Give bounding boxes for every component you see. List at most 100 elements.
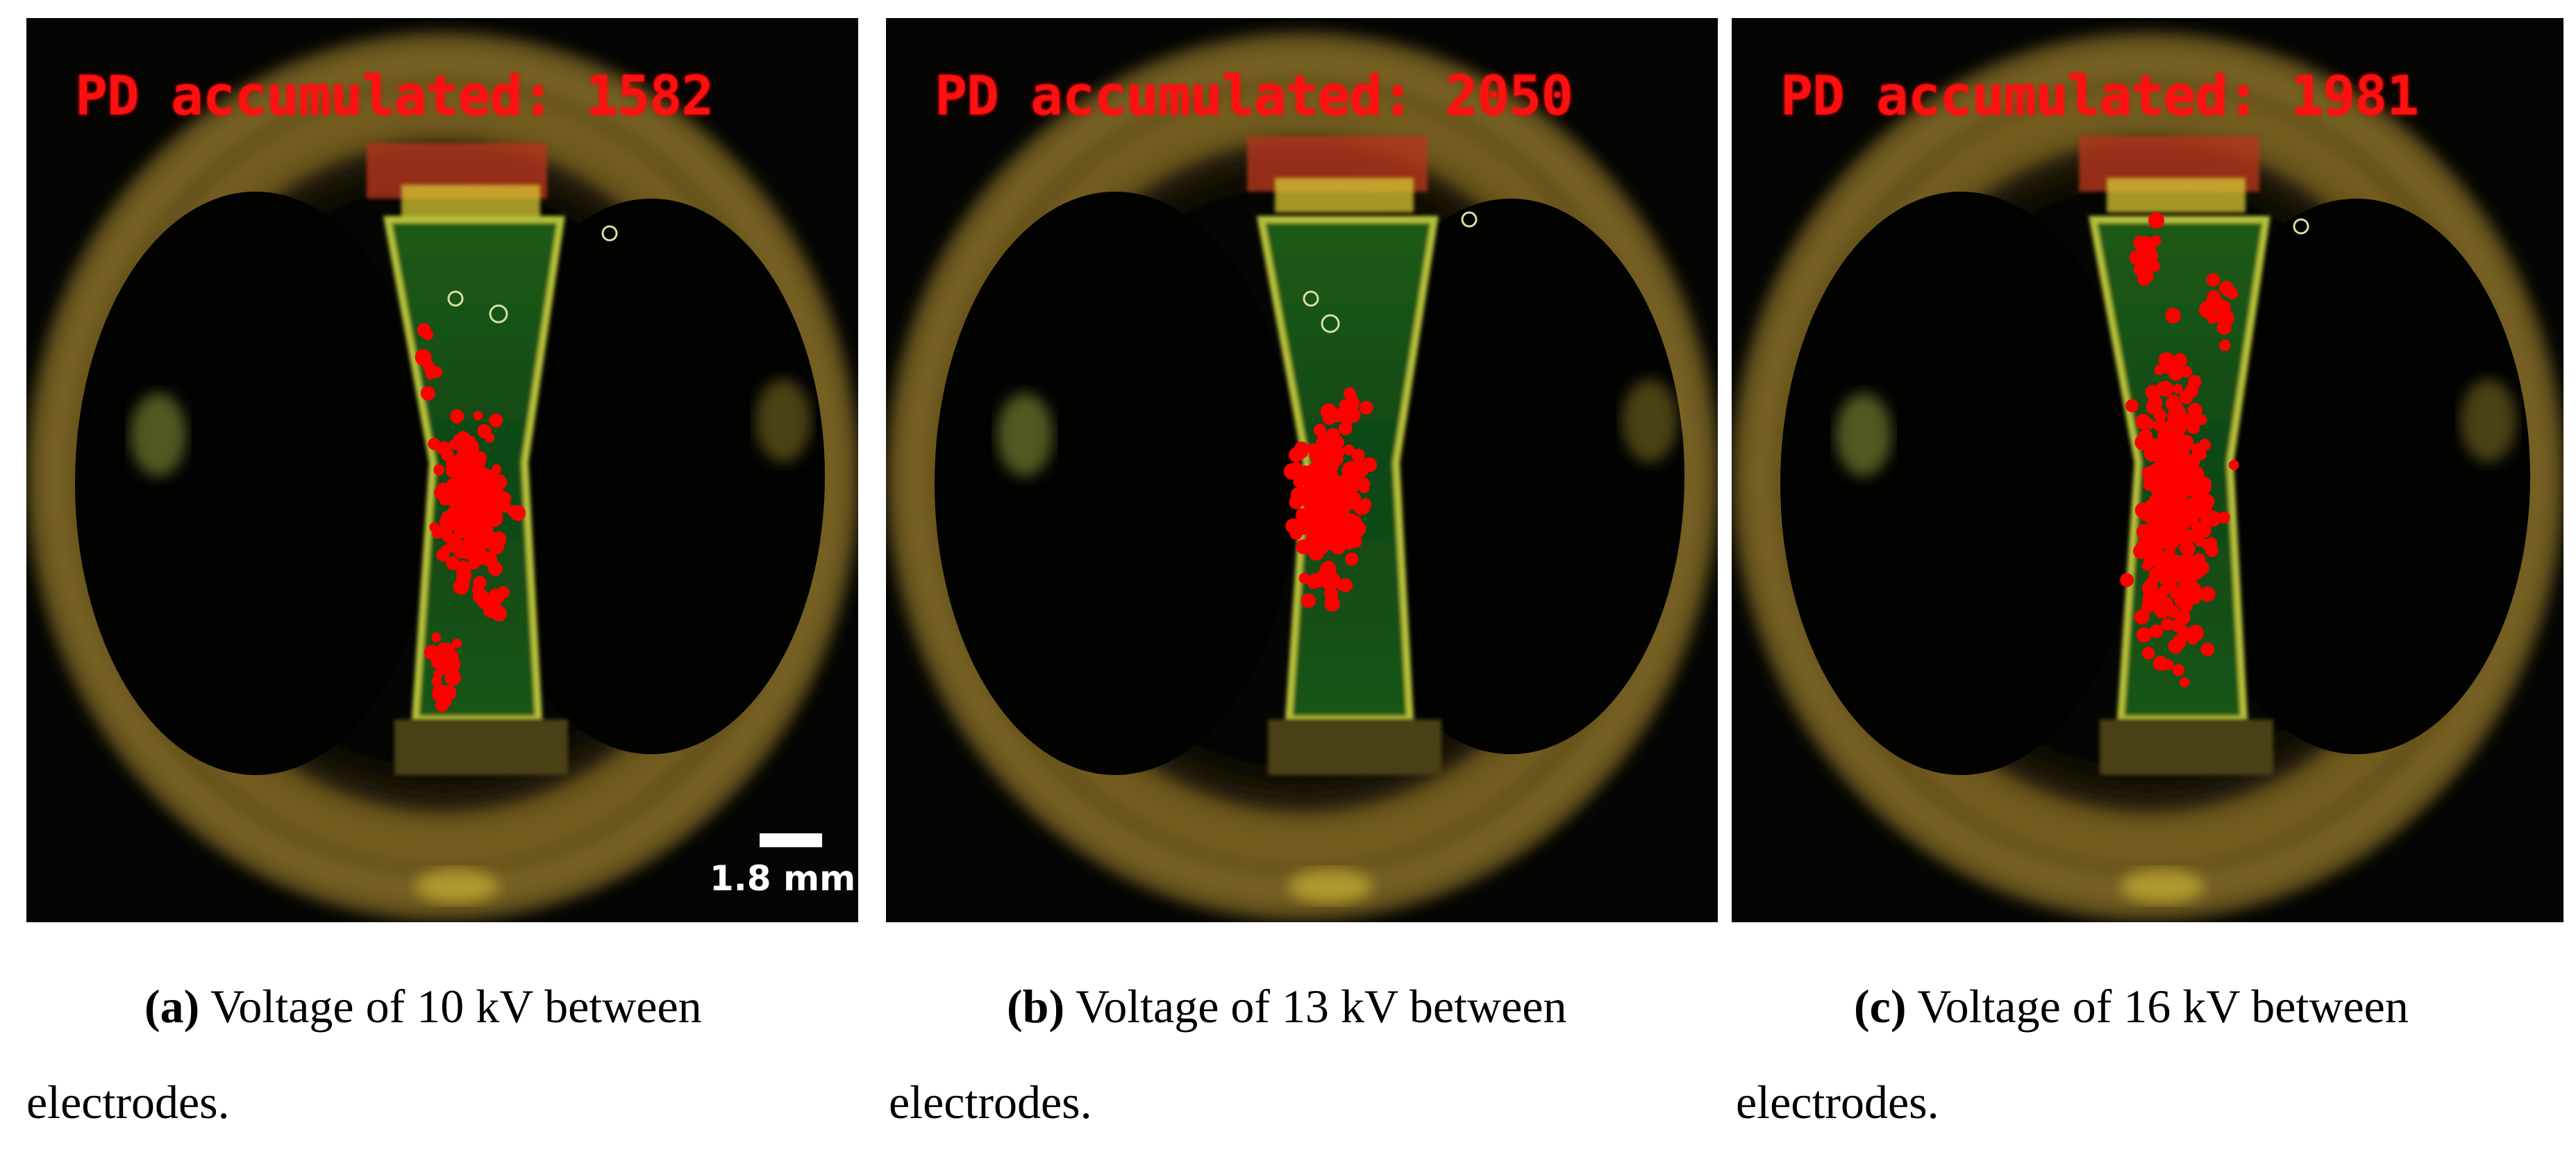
pd-marker [435, 698, 449, 712]
pd-marker [1300, 593, 1316, 608]
pd-marker [1283, 463, 1300, 480]
pd-marker [2179, 542, 2189, 553]
caption-text: Voltage of 13 kV between [1075, 980, 1567, 1033]
pd-marker [458, 497, 469, 508]
pd-marker [2168, 360, 2184, 377]
pd-marker [2200, 586, 2216, 602]
pd-marker [1324, 595, 1340, 612]
scale-bar [760, 833, 822, 847]
pd-marker [2142, 647, 2155, 660]
caption-text-line2: electrodes. [26, 1076, 230, 1128]
pd-marker [2180, 481, 2193, 494]
pd-marker [430, 653, 443, 666]
pd-marker [483, 601, 500, 618]
pd-marker [1289, 524, 1300, 535]
pd-marker [474, 503, 488, 518]
pd-marker [2125, 399, 2139, 412]
pd-marker [2142, 580, 2159, 597]
pd-marker [431, 676, 442, 687]
pd-marker [1359, 401, 1373, 415]
pd-marker [2176, 590, 2187, 601]
pd-marker [2136, 627, 2152, 643]
pd-marker [449, 658, 460, 669]
pd-marker [429, 522, 440, 533]
pd-marker [1338, 421, 1353, 435]
caption-a: (a) Voltage of 10 kV between electrodes. [26, 958, 853, 1150]
electrode-photo-a [26, 32, 858, 921]
pd-marker [2199, 519, 2210, 531]
pd-marker [439, 515, 453, 530]
pd-marker [2162, 436, 2177, 451]
pd-marker [2155, 527, 2171, 542]
pd-marker [1323, 560, 1335, 572]
pd-marker [2157, 427, 2171, 440]
pd-marker [2144, 499, 2158, 513]
pd-marker [1344, 476, 1359, 491]
pd-marker [1305, 495, 1321, 511]
pd-marker [453, 522, 471, 539]
pd-marker [464, 440, 480, 456]
pd-marker [1298, 508, 1311, 520]
pd-marker [2134, 609, 2150, 625]
pd-marker [1344, 540, 1355, 550]
pd-marker [1289, 494, 1303, 507]
pd-marker [2154, 365, 2164, 376]
pd-marker [1351, 449, 1365, 462]
pd-marker [458, 487, 470, 499]
pd-marker [433, 464, 445, 476]
pd-marker [1356, 477, 1371, 492]
pd-marker [2194, 536, 2205, 547]
scale-bar-label: 1.8 mm [710, 858, 856, 899]
pd-marker [2198, 301, 2216, 319]
pd-marker [2148, 260, 2161, 272]
pd-marker [2162, 659, 2174, 671]
caption-text: Voltage of 16 kV between [1917, 980, 2409, 1033]
pd-marker [2190, 467, 2205, 482]
pd-marker [2165, 308, 2181, 324]
pd-marker [1328, 444, 1345, 461]
pd-marker [1319, 513, 1329, 524]
pd-marker [2165, 544, 2175, 555]
pd-marker [2166, 605, 2180, 619]
pd-marker [1346, 526, 1358, 538]
pd-marker [1295, 446, 1308, 459]
pd-marker [451, 454, 467, 470]
pd-accumulated-label: PD accumulated: 1981 [1780, 65, 2419, 128]
pd-marker [2173, 516, 2189, 532]
pd-marker [2146, 399, 2162, 415]
pd-marker [455, 574, 470, 588]
caption-text: Voltage of 10 kV between [210, 980, 702, 1033]
pd-marker [449, 439, 460, 450]
pd-marker [2184, 383, 2199, 398]
caption-tag: (c) [1854, 980, 1907, 1033]
pd-marker [2205, 537, 2217, 549]
caption-text-line2: electrodes. [1736, 1076, 1939, 1128]
caption-c: (c) Voltage of 16 kV between electrodes. [1736, 958, 2562, 1150]
pd-marker [2120, 573, 2134, 588]
pd-marker [2137, 272, 2151, 286]
pd-marker [2134, 434, 2151, 451]
pd-marker [2184, 630, 2194, 640]
pd-marker [2148, 567, 2162, 581]
pd-marker [2175, 555, 2191, 569]
pd-marker [2214, 298, 2226, 310]
pd-marker [1330, 485, 1342, 497]
pd-marker [489, 413, 503, 428]
pd-marker [2172, 634, 2187, 649]
pd-marker [2189, 410, 2202, 422]
pd-marker [2141, 560, 2152, 571]
pd-marker [2218, 281, 2234, 296]
pd-marker [2175, 446, 2190, 461]
pd-marker [2171, 419, 2187, 435]
pd-marker [2179, 677, 2190, 688]
pd-marker [500, 492, 512, 504]
pd-marker [452, 638, 462, 649]
pd-marker [2168, 403, 2184, 419]
pd-marker [1312, 572, 1328, 588]
pd-marker [1360, 498, 1372, 510]
pd-marker [2192, 447, 2205, 459]
pd-marker [1307, 484, 1322, 499]
pd-marker [2148, 212, 2165, 229]
pd-markers [415, 323, 526, 712]
pd-marker [2218, 511, 2230, 524]
